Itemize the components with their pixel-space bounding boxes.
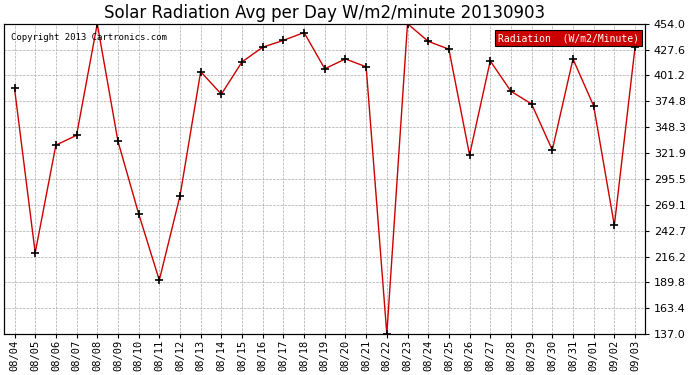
- Title: Solar Radiation Avg per Day W/m2/minute 20130903: Solar Radiation Avg per Day W/m2/minute …: [104, 4, 545, 22]
- Text: Radiation  (W/m2/Minute): Radiation (W/m2/Minute): [498, 33, 639, 43]
- Text: Copyright 2013 Cartronics.com: Copyright 2013 Cartronics.com: [10, 33, 166, 42]
